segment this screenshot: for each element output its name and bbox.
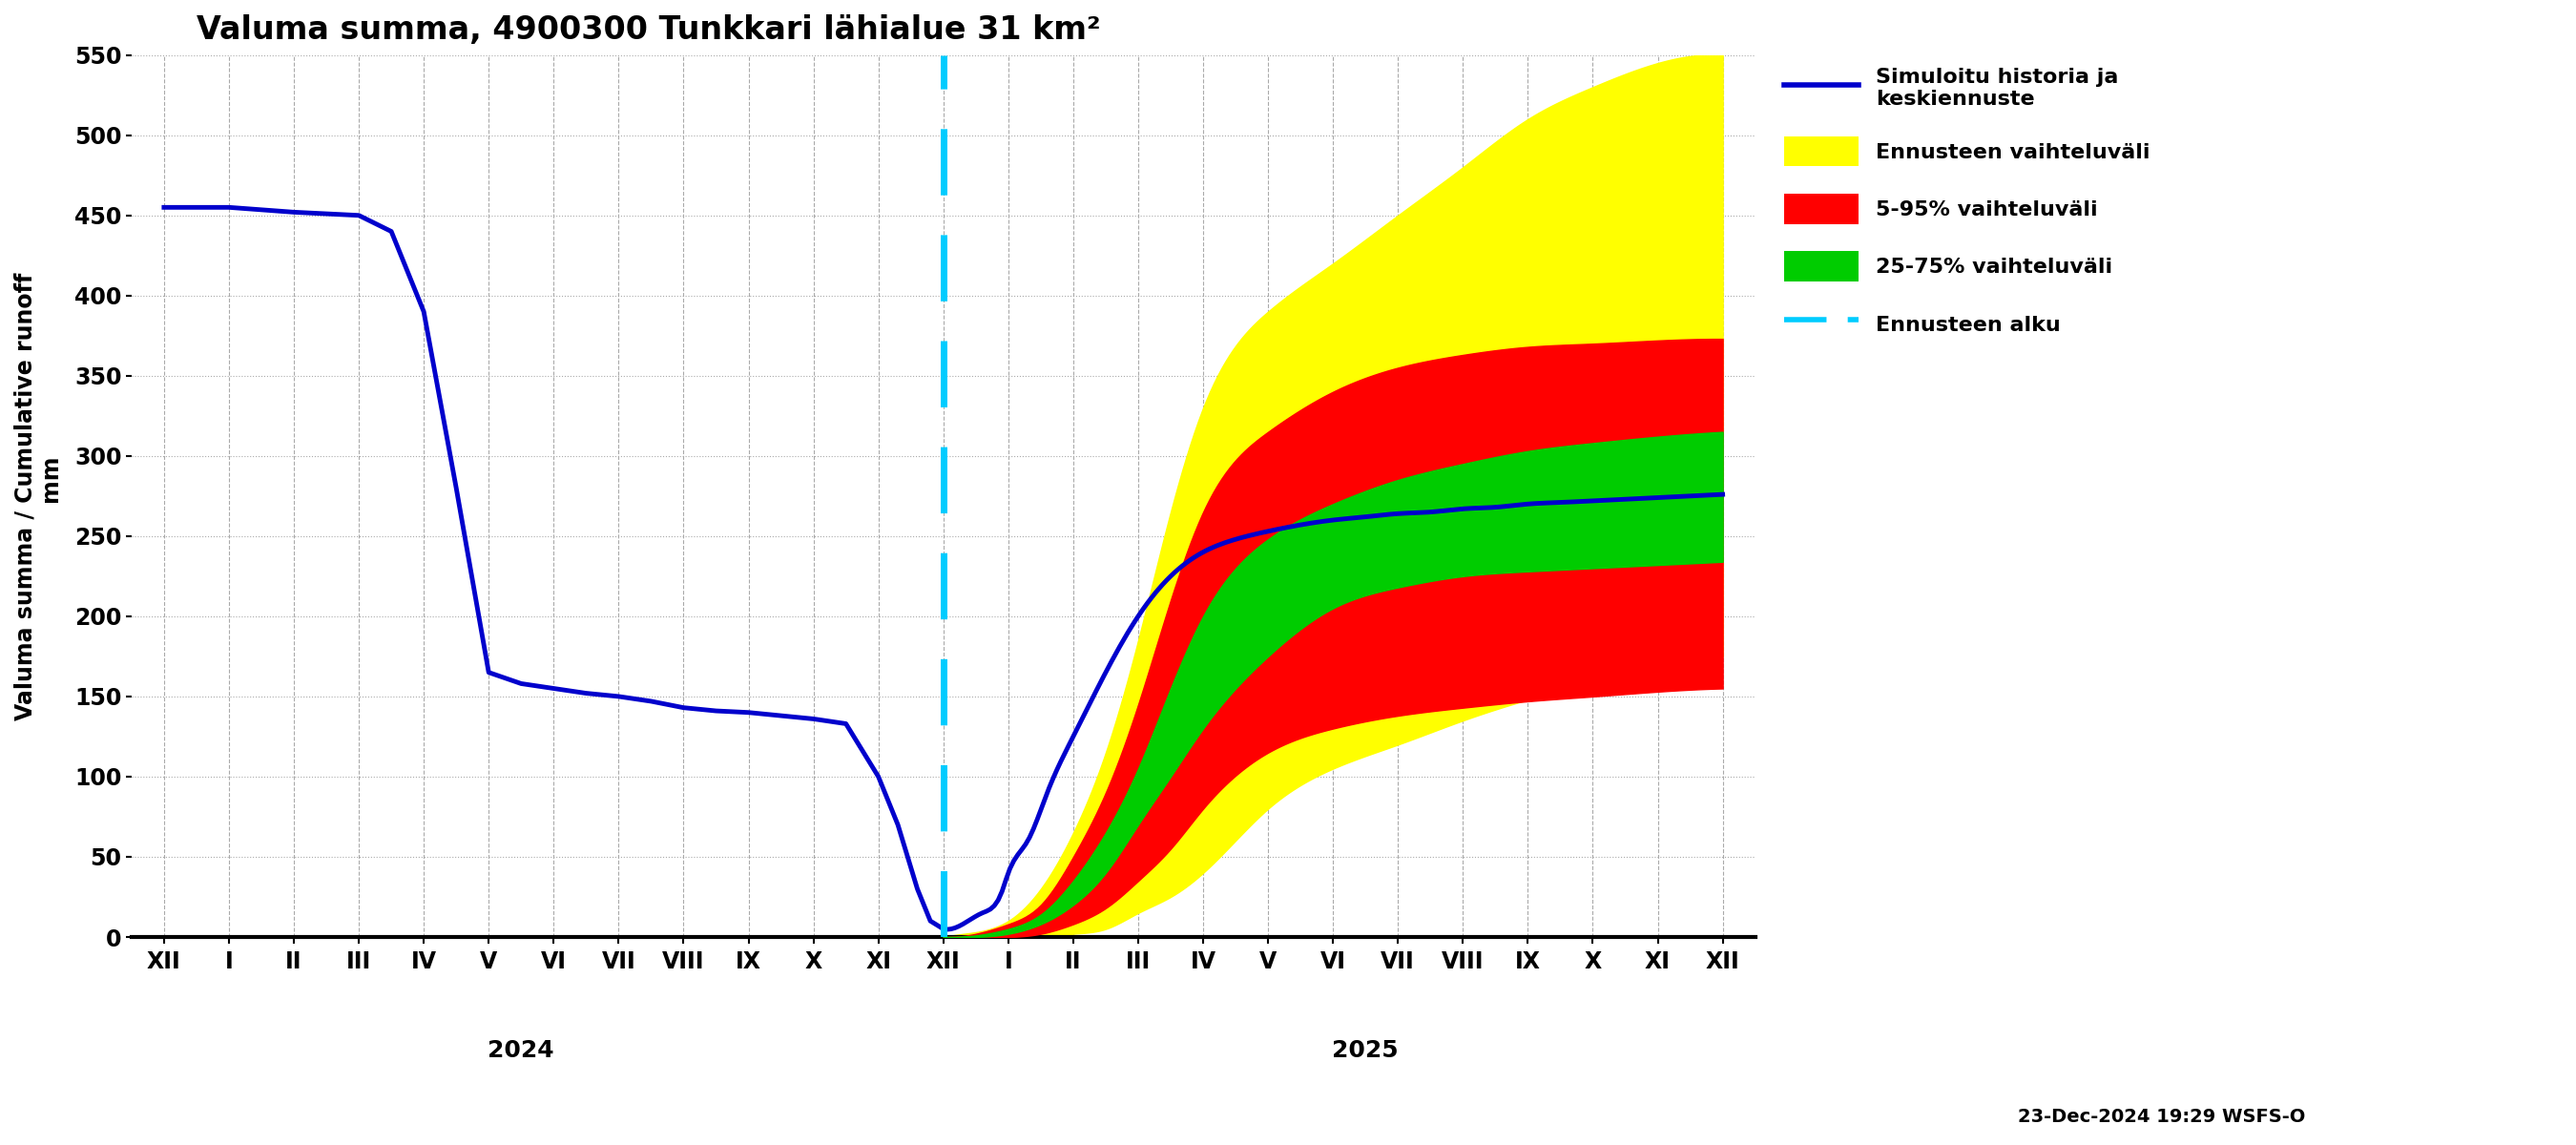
Y-axis label: Valuma summa / Cumulative runoff
    mm: Valuma summa / Cumulative runoff mm: [15, 273, 64, 720]
Text: 23-Dec-2024 19:29 WSFS-O: 23-Dec-2024 19:29 WSFS-O: [2017, 1108, 2306, 1126]
Text: 2024: 2024: [487, 1040, 554, 1063]
Text: 2025: 2025: [1332, 1040, 1399, 1063]
Text: Valuma summa, 4900300 Tunkkari lähialue 31 km²: Valuma summa, 4900300 Tunkkari lähialue …: [196, 14, 1100, 46]
Legend: Simuloitu historia ja
keskiennuste, Ennusteen vaihteluväli, 5-95% vaihteluväli, : Simuloitu historia ja keskiennuste, Ennu…: [1775, 57, 2161, 349]
